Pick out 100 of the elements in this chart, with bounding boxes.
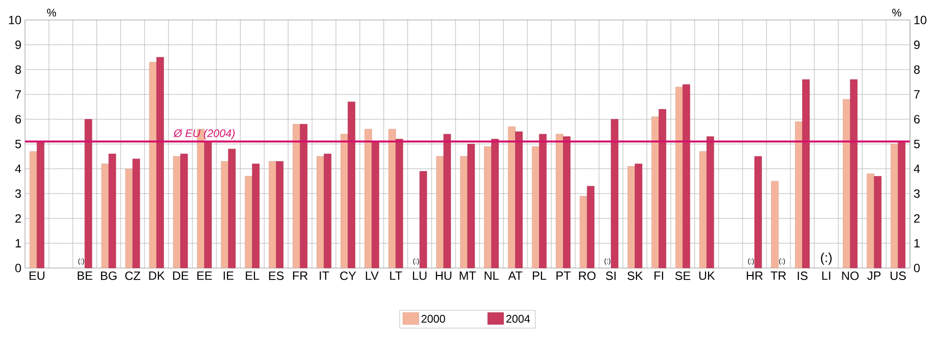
y-tick-label: 0: [15, 264, 22, 272]
y-tick-label: 5: [15, 140, 21, 148]
bar: [706, 136, 714, 268]
bar: [292, 124, 300, 268]
x-tick-label: MT: [460, 272, 476, 280]
x-tick-label: HU: [436, 272, 452, 280]
y2-tick-label: 2: [914, 214, 920, 223]
bar: [874, 176, 882, 268]
x-tick-label: UK: [699, 272, 715, 280]
bar: [850, 79, 858, 268]
bar: [300, 124, 308, 268]
x-tick-label: DK: [149, 272, 165, 280]
bar: [699, 151, 707, 268]
bar: [276, 161, 284, 268]
y2-tick-label: 5: [914, 140, 920, 148]
x-tick-label: NO: [842, 272, 859, 280]
x-tick-label: HR: [746, 272, 763, 280]
y2-tick-label: 10: [914, 16, 926, 24]
bar: [108, 154, 116, 268]
bar: [348, 102, 356, 268]
y-tick-label: 6: [15, 114, 21, 124]
bar: [268, 161, 276, 268]
bar: [634, 164, 642, 268]
y2-axis-title: %: [892, 8, 902, 16]
x-tick-label: BG: [101, 272, 116, 280]
bar: [228, 148, 236, 268]
x-tick-label: NL: [484, 272, 499, 280]
x-tick-label: EL: [246, 272, 260, 280]
bar: [324, 154, 332, 268]
x-tick-label: FI: [654, 272, 664, 280]
y2-tick-label: 1: [914, 239, 920, 248]
y2-tick-label: 9: [914, 40, 920, 50]
x-tick-label: SI: [606, 272, 616, 280]
bar: [316, 156, 324, 268]
y-tick-label: 8: [15, 65, 21, 74]
x-tick-label: SK: [627, 272, 643, 280]
y2-tick-label: 7: [914, 90, 920, 99]
bar: [675, 86, 683, 268]
bar: [30, 151, 38, 268]
x-tick-label: AT: [508, 272, 522, 280]
bar: [586, 186, 594, 268]
y2-tick-label: 3: [914, 189, 920, 198]
y-tick-label: 7: [15, 90, 21, 99]
x-tick-label: CZ: [125, 272, 140, 280]
bar: [173, 156, 181, 268]
bar: [443, 134, 451, 268]
x-tick-label: SE: [675, 272, 690, 280]
bar: [771, 181, 779, 268]
bar: [754, 156, 762, 268]
y-tick-label: 1: [16, 239, 21, 248]
y2-tick-label: 8: [914, 65, 920, 74]
x-tick-label: BE: [78, 272, 92, 280]
x-tick-label: EU: [30, 272, 44, 280]
bar: [842, 99, 850, 268]
bar: [364, 128, 372, 268]
x-tick-label: JP: [867, 272, 880, 280]
y-tick-label: 9: [15, 40, 21, 50]
y-tick-label: 4: [15, 164, 22, 173]
x-tick-label: PT: [556, 272, 571, 280]
bar: [532, 146, 540, 268]
bar: [563, 136, 571, 268]
x-tick-label: TR: [770, 272, 786, 280]
bar: [388, 128, 396, 268]
bar: [515, 131, 523, 268]
x-tick-label: US: [890, 272, 906, 280]
bar: [898, 141, 906, 268]
x-tick-label: EE: [197, 272, 212, 280]
bar: [252, 164, 260, 268]
bar: [420, 171, 427, 268]
bar: [436, 156, 444, 268]
bar: [658, 109, 666, 268]
x-tick-label: CY: [340, 272, 356, 280]
y-axis-title: %: [47, 8, 56, 16]
y-tick-label: 10: [9, 16, 22, 24]
x-tick-label: RO: [579, 272, 596, 280]
x-tick-label: DE: [173, 272, 188, 280]
bar: [132, 158, 140, 268]
bar: [36, 141, 44, 268]
bar: [467, 144, 475, 268]
bar: [460, 156, 468, 268]
annotation: (:): [820, 252, 832, 265]
x-tick-label: LV: [366, 272, 379, 280]
bar: [372, 141, 380, 268]
bar: [244, 176, 252, 268]
bar: [628, 166, 636, 268]
legend-label: 2000: [422, 314, 446, 323]
bar: [508, 126, 516, 268]
x-tick-label: IT: [320, 272, 330, 280]
y-tick-label: 2: [15, 214, 21, 223]
bar: [484, 146, 492, 268]
x-tick-label: ES: [269, 272, 284, 280]
bar: [220, 161, 228, 268]
bar: [890, 144, 898, 268]
y2-tick-label: 4: [914, 164, 920, 173]
bar: [340, 134, 348, 268]
bar: [802, 79, 810, 268]
bar: [795, 122, 803, 268]
bar: [580, 196, 588, 268]
bar: [125, 168, 133, 268]
x-tick-label: LU: [412, 272, 426, 280]
